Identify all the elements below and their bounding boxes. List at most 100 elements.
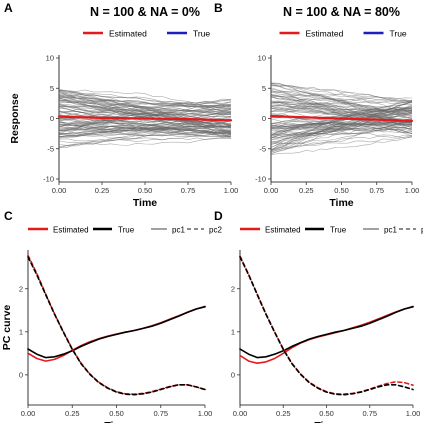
individual-curve: [58, 96, 232, 110]
y-tick-label: 2: [19, 284, 23, 293]
individual-curve: [270, 122, 413, 135]
x-tick-label: 1.00: [405, 186, 420, 195]
series-line-true-pc2: [27, 256, 206, 396]
panel-C: C Estimated True pc1 pc2 0.00 0.25 0.50 0.75 1.00…: [1, 209, 222, 428]
individual-curve: [58, 123, 232, 134]
x-axis-title: Time: [133, 197, 157, 209]
individual-curve: [270, 91, 413, 126]
legend-label-pc1: pc1: [172, 226, 185, 235]
individual-curve: [270, 124, 413, 136]
y-tick-label: 5: [50, 84, 54, 93]
individual-curve: [270, 87, 413, 111]
individual-curve: [270, 96, 413, 137]
individual-curve: [58, 113, 232, 146]
individual-curve: [270, 107, 413, 136]
panel-title: N = 100 & NA = 80%: [283, 5, 400, 19]
x-tick-label: 0.75: [362, 409, 377, 418]
y-tick-label: 5: [262, 84, 266, 93]
x-tick-label: 0.25: [95, 186, 110, 195]
x-tick-label: 0.00: [264, 186, 279, 195]
x-tick-label: 1.00: [198, 409, 213, 418]
individual-curve: [270, 120, 413, 127]
y-tick-label: 0: [50, 114, 54, 123]
y-tick-label: 0: [19, 370, 23, 379]
legend-label-pc2: pc2: [209, 226, 222, 235]
y-tick-label: -10: [255, 175, 266, 184]
y-axis-title: Response: [9, 93, 21, 143]
series-line-estimated-pc2: [27, 254, 206, 396]
panel-label: C: [4, 209, 13, 223]
x-tick-label: 0.00: [233, 409, 248, 418]
y-axis-title: PC curve: [1, 305, 13, 351]
individual-curve: [58, 120, 232, 125]
individual-curve: [270, 136, 413, 155]
individual-curve: [270, 131, 413, 139]
x-tick-label: 1.00: [224, 186, 239, 195]
panel-title: N = 100 & NA = 0%: [90, 5, 200, 19]
individual-curve: [270, 105, 413, 124]
y-tick-label: -5: [47, 144, 54, 153]
y-tick-label: 0: [262, 114, 266, 123]
y-tick-label: 0: [231, 370, 235, 379]
individual-curve: [270, 135, 413, 146]
panel-label: B: [214, 1, 223, 15]
individual-curve: [58, 132, 231, 141]
x-axis-title: Time: [329, 197, 353, 209]
panel-A: A N = 100 & NA = 0% Estimated True 0.00 0.25 0…: [4, 1, 238, 209]
individual-curve: [270, 101, 413, 113]
individual-curve: [58, 89, 232, 135]
panel-label: A: [4, 1, 13, 15]
x-tick-label: 0.25: [299, 186, 314, 195]
individual-curve: [58, 115, 232, 128]
individual-curve: [58, 95, 232, 134]
legend-label-estimated: Estimated: [306, 29, 344, 39]
individual-curve: [58, 128, 232, 139]
individual-curve: [58, 104, 232, 109]
series-line-estimated: [57, 115, 233, 122]
individual-curve: [58, 121, 232, 135]
legend-label-true: True: [390, 29, 407, 39]
individual-curves: [270, 82, 413, 155]
legend-label-estimated: Estimated: [109, 29, 147, 39]
x-tick-label: 0.25: [65, 409, 80, 418]
legend-label-true: True: [330, 226, 347, 235]
individual-curve: [270, 90, 413, 104]
legend-label-estimated: Estimated: [53, 226, 89, 235]
x-tick-label: 0.50: [109, 409, 124, 418]
legend-label-pc1: pc1: [384, 226, 397, 235]
x-tick-label: 0.50: [319, 409, 334, 418]
individual-curve: [58, 111, 232, 137]
series-line-true-pc1: [27, 305, 206, 359]
x-tick-label: 0.75: [153, 409, 168, 418]
individual-curve: [58, 96, 232, 118]
individual-curve: [270, 134, 413, 152]
individual-curves: [58, 89, 232, 148]
legend-label-true: True: [118, 226, 135, 235]
y-tick-label: 10: [46, 54, 54, 63]
legend-label-estimated: Estimated: [265, 226, 301, 235]
individual-curve: [58, 108, 232, 121]
panel-D: D Estimated True pc1 pc2 0.00 0.25 0.50 0.75 1.00…: [214, 209, 423, 428]
individual-curve: [270, 107, 413, 151]
individual-curve: [58, 94, 232, 132]
individual-curve: [58, 132, 232, 142]
y-tick-label: 1: [231, 327, 235, 336]
individual-curve: [270, 96, 413, 106]
x-tick-label: 0.50: [138, 186, 153, 195]
individual-curve: [270, 106, 413, 153]
panel-B: B N = 100 & NA = 80% Estimated True 0.00 0.25…: [214, 1, 419, 209]
y-tick-label: -10: [43, 175, 54, 184]
individual-curve: [58, 110, 232, 127]
panel-label: D: [214, 209, 223, 223]
individual-curve: [58, 109, 232, 147]
individual-curve: [58, 137, 232, 146]
y-tick-label: 2: [231, 284, 235, 293]
x-tick-label: 0.75: [369, 186, 384, 195]
individual-curve: [58, 120, 232, 132]
x-tick-label: 1.00: [406, 409, 421, 418]
individual-curve: [270, 123, 413, 141]
individual-curve: [270, 90, 413, 128]
x-tick-label: 0.00: [21, 409, 36, 418]
individual-curve: [270, 102, 413, 123]
